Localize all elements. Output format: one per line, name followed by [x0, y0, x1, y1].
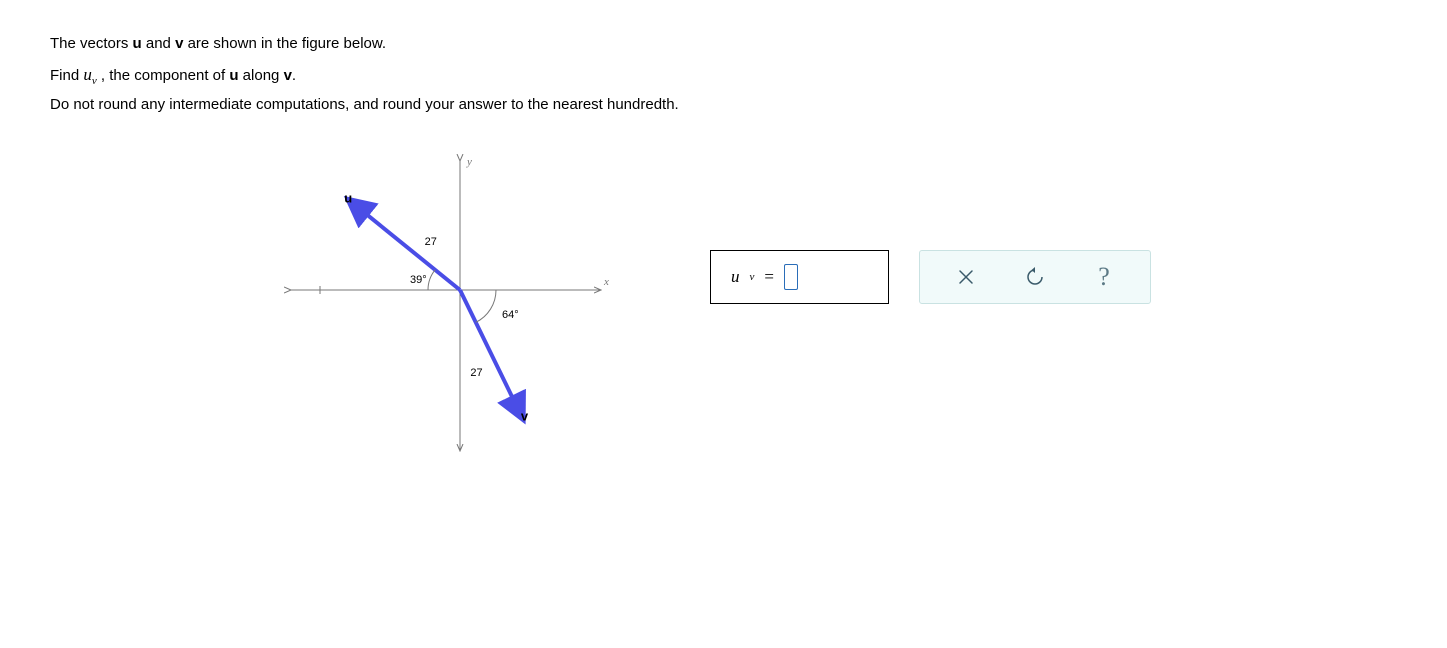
vector-u: u [229, 67, 238, 84]
text: Find [50, 67, 83, 84]
problem-line-1: The vectors u and v are shown in the fig… [50, 30, 1397, 59]
svg-text:x: x [603, 276, 609, 288]
equals-sign: = [764, 267, 774, 287]
problem-line-3: Do not round any intermediate computatio… [50, 91, 1397, 120]
content-row: xyu2739°v2764° uv = ? [50, 145, 1397, 469]
text: The vectors [50, 35, 133, 52]
svg-text:y: y [466, 156, 472, 168]
answer-sub: v [750, 271, 755, 283]
answer-input[interactable] [784, 264, 798, 290]
text: , the component of [97, 67, 230, 84]
problem-text: The vectors u and v are shown in the fig… [50, 30, 1397, 120]
figure-svg: x y u 27 39° v 27 64° [280, 145, 620, 465]
text: and [142, 35, 175, 52]
svg-text:64°: 64° [502, 309, 519, 321]
svg-text:39°: 39° [410, 274, 427, 286]
toolbar: ? [919, 250, 1151, 304]
svg-text:27: 27 [425, 236, 437, 248]
var-u: u [83, 65, 92, 84]
vector-figure: x y u 27 39° v 27 64° [280, 145, 620, 469]
answer-box: uv = [710, 250, 889, 304]
help-icon[interactable]: ? [1092, 265, 1116, 289]
text: are shown in the figure below. [183, 35, 386, 52]
reset-icon[interactable] [1023, 265, 1047, 289]
svg-text:27: 27 [470, 367, 482, 379]
answer-panel: uv = ? [710, 250, 1151, 304]
text: along [239, 67, 284, 84]
text: . [292, 67, 296, 84]
close-icon[interactable] [954, 265, 978, 289]
answer-var: u [731, 267, 740, 287]
vector-v: v [284, 67, 292, 84]
svg-text:u: u [344, 190, 352, 205]
svg-text:v: v [521, 408, 529, 423]
vector-u: u [133, 35, 142, 52]
problem-line-2: Find uv , the component of u along v. [50, 59, 1397, 92]
